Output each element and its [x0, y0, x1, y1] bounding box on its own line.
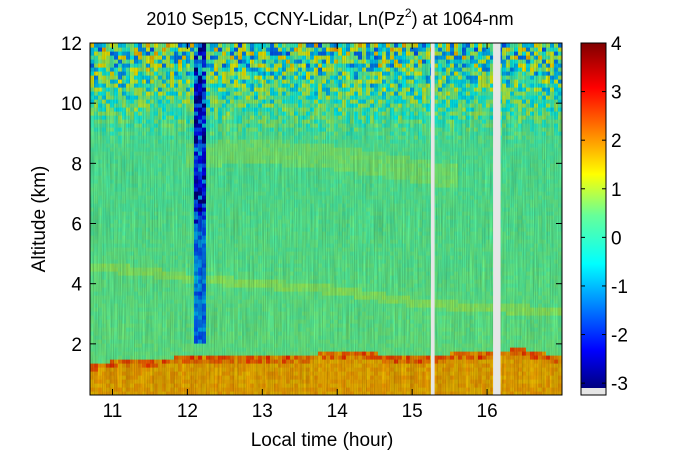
chart-title: 2010 Sep15, CCNY-Lidar, Ln(Pz2) at 1064-… [146, 6, 513, 29]
heatmap-plot-area [90, 43, 562, 395]
